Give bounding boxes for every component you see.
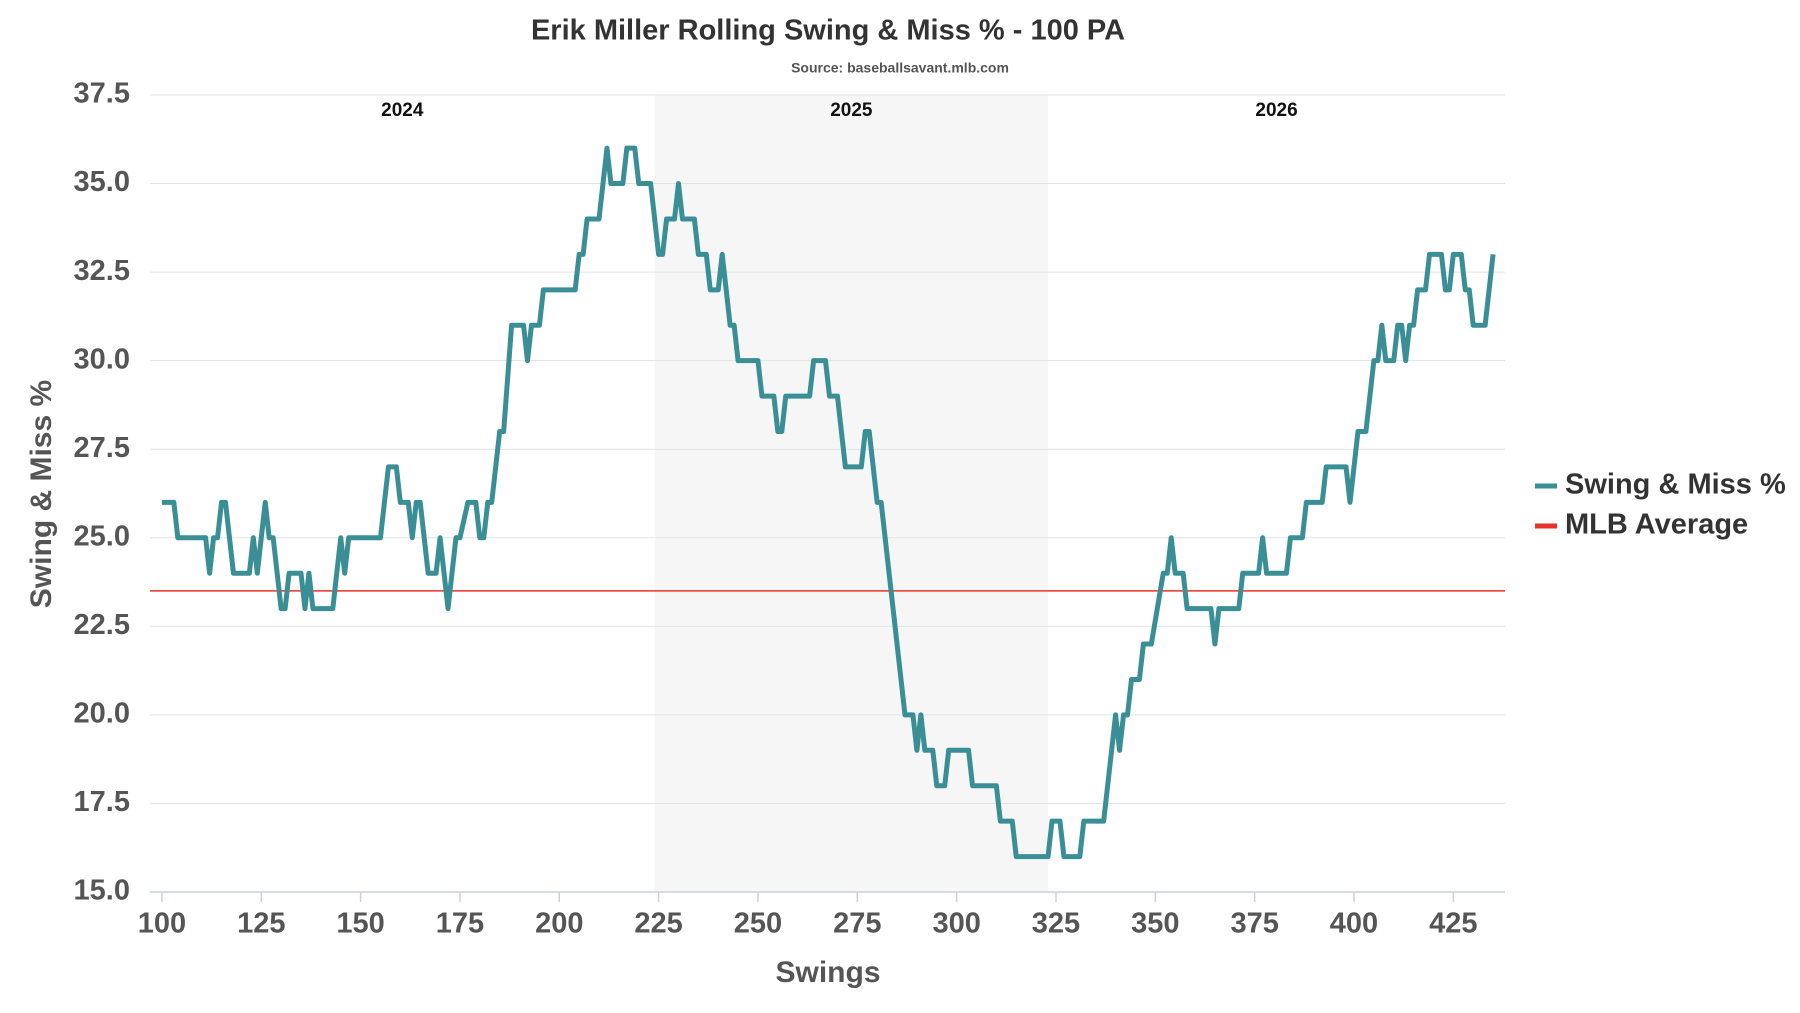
- x-axis-title: Swings: [775, 956, 880, 989]
- y-tick-label: 35.0: [74, 166, 130, 198]
- y-tick-label: 20.0: [74, 698, 130, 730]
- x-tick-label: 100: [138, 908, 186, 940]
- y-tick-label: 30.0: [74, 343, 130, 375]
- y-tick-label: 22.5: [74, 609, 130, 641]
- x-tick-label: 275: [833, 908, 881, 940]
- x-tick-label: 325: [1032, 908, 1080, 940]
- legend-label: Swing & Miss %: [1565, 469, 1786, 501]
- chart-title: Erik Miller Rolling Swing & Miss % - 100…: [531, 15, 1125, 47]
- x-tick-label: 125: [237, 908, 285, 940]
- x-tick-label: 250: [734, 908, 782, 940]
- x-tick-label: 425: [1429, 908, 1477, 940]
- y-tick-label: 17.5: [74, 786, 130, 818]
- chart-subtitle: Source: baseballsavant.mlb.com: [791, 60, 1009, 76]
- y-tick-label: 27.5: [74, 432, 130, 464]
- legend-label: MLB Average: [1565, 509, 1748, 541]
- season-band: [654, 95, 1049, 892]
- x-tick-label: 150: [336, 908, 384, 940]
- x-tick-label: 225: [634, 908, 682, 940]
- y-axis-title: Swing & Miss %: [25, 380, 58, 608]
- x-tick-label: 375: [1230, 908, 1278, 940]
- y-tick-label: 15.0: [74, 875, 130, 907]
- season-label: 2024: [381, 100, 424, 121]
- season-label: 2025: [830, 100, 873, 121]
- x-tick-label: 400: [1330, 908, 1378, 940]
- x-tick-label: 175: [436, 908, 484, 940]
- y-tick-label: 37.5: [74, 78, 130, 110]
- x-tick-label: 200: [535, 908, 583, 940]
- y-tick-label: 32.5: [74, 255, 130, 287]
- season-label: 2026: [1255, 100, 1297, 121]
- y-tick-label: 25.0: [74, 520, 130, 552]
- x-tick-label: 300: [932, 908, 980, 940]
- series-line: [161, 145, 1496, 860]
- x-tick-label: 350: [1131, 908, 1179, 940]
